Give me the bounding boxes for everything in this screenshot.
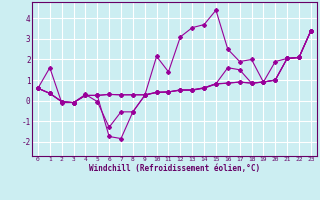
X-axis label: Windchill (Refroidissement éolien,°C): Windchill (Refroidissement éolien,°C) bbox=[89, 164, 260, 173]
